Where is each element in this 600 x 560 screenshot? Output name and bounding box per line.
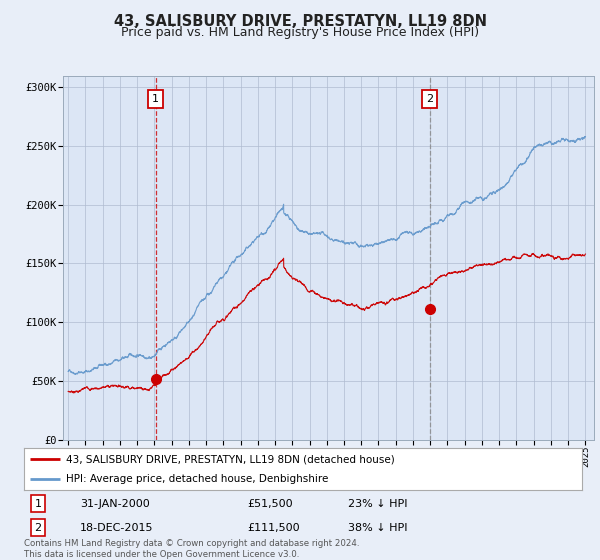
Text: 23% ↓ HPI: 23% ↓ HPI — [347, 499, 407, 508]
Text: 2: 2 — [426, 94, 433, 104]
Text: 43, SALISBURY DRIVE, PRESTATYN, LL19 8DN: 43, SALISBURY DRIVE, PRESTATYN, LL19 8DN — [113, 14, 487, 29]
Text: 31-JAN-2000: 31-JAN-2000 — [80, 499, 149, 508]
Text: 1: 1 — [152, 94, 159, 104]
Text: Price paid vs. HM Land Registry's House Price Index (HPI): Price paid vs. HM Land Registry's House … — [121, 26, 479, 39]
Text: Contains HM Land Registry data © Crown copyright and database right 2024.
This d: Contains HM Land Registry data © Crown c… — [24, 539, 359, 559]
Text: £111,500: £111,500 — [247, 522, 300, 533]
Text: 43, SALISBURY DRIVE, PRESTATYN, LL19 8DN (detached house): 43, SALISBURY DRIVE, PRESTATYN, LL19 8DN… — [66, 454, 395, 464]
Text: 18-DEC-2015: 18-DEC-2015 — [80, 522, 154, 533]
Text: 2: 2 — [34, 522, 41, 533]
Text: HPI: Average price, detached house, Denbighshire: HPI: Average price, detached house, Denb… — [66, 474, 328, 484]
Text: £51,500: £51,500 — [247, 499, 293, 508]
Text: 38% ↓ HPI: 38% ↓ HPI — [347, 522, 407, 533]
Text: 1: 1 — [34, 499, 41, 508]
